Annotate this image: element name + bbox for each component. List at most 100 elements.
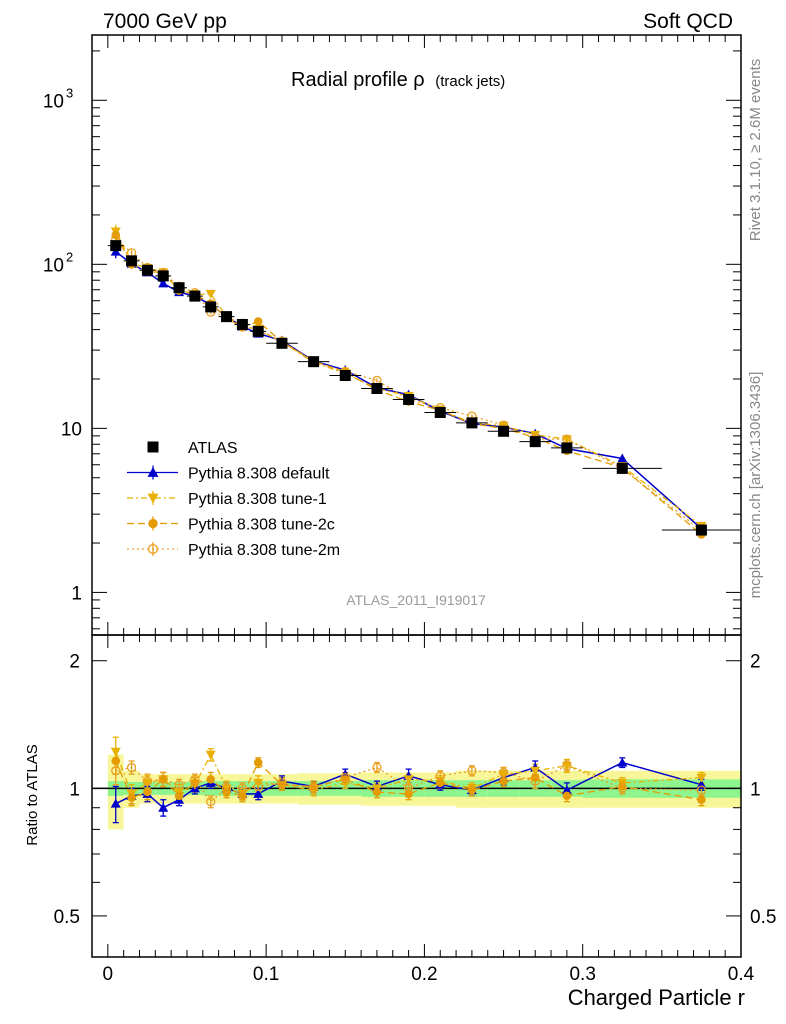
data-point-atlas (403, 393, 415, 405)
y-tick-label-main: 10 (43, 91, 64, 112)
legend-label: ATLAS (188, 440, 238, 457)
chart-title-sub: (track jets) (435, 73, 505, 90)
marker-ratio-pythia-8-308-tune-2m (530, 776, 540, 786)
data-point-atlas (252, 325, 264, 337)
marker-ratio-pythia-8-308-tune-2c (697, 795, 706, 804)
y-tick-label-main: 1 (71, 583, 82, 604)
data-point-atlas (141, 264, 153, 276)
ratio-uncertainty-bands (92, 754, 741, 830)
marker-ratio-pythia-8-308-default (110, 798, 121, 808)
marker-ratio-pythia-8-308-default (561, 785, 572, 795)
legend-label: Pythia 8.308 tune-1 (188, 491, 327, 508)
data-point-atlas (157, 270, 169, 282)
marker-ratio-pythia-8-308-tune-2m (617, 783, 627, 793)
marker-ratio-pythia-8-308-default (617, 757, 628, 767)
data-point-atlas (221, 311, 233, 323)
data-point-atlas (561, 442, 573, 454)
y-tick-label-ratio-right: 0.5 (750, 907, 776, 928)
marker-ratio-pythia-8-308-tune-2m (206, 797, 216, 807)
y-tick-label-ratio: 1 (69, 779, 80, 800)
marker-main-pythia-8-308-tune-1 (205, 289, 216, 299)
series-line-ratio-pythia-8-308-tune-2m (115, 765, 702, 803)
marker-ratio-pythia-8-308-tune-2m (435, 771, 445, 781)
marker-ratio-pythia-8-308-tune-2m (340, 772, 350, 783)
y-tick-label-ratio-right: 1 (750, 779, 761, 800)
y-tick-label-exponent: 3 (66, 85, 73, 100)
data-point-atlas (236, 318, 248, 330)
legend-marker (148, 518, 158, 529)
marker-ratio-pythia-8-308-tune-2c (143, 787, 152, 797)
marker-ratio-pythia-8-308-tune-1 (142, 778, 153, 788)
marker-ratio-pythia-8-308-tune-2m (174, 780, 184, 790)
legend-marker (147, 543, 159, 555)
header-energy: 7000 GeV pp (103, 10, 227, 33)
marker-ratio-pythia-8-308-tune-2c (158, 775, 168, 784)
data-point-atlas (126, 255, 138, 267)
marker-ratio-pythia-8-308-tune-2c (238, 791, 247, 801)
data-point-atlas (434, 406, 446, 418)
x-axis-label: Charged Particle r (568, 985, 745, 1010)
data-point-atlas (205, 301, 217, 313)
marker-ratio-pythia-8-308-tune-2m (237, 783, 248, 793)
data-point-atlas (308, 356, 320, 368)
marker-ratio-pythia-8-308-tune-2c (467, 785, 477, 795)
marker-ratio-pythia-8-308-tune-2c (562, 791, 572, 801)
marker-ratio-pythia-8-308-default (253, 788, 264, 798)
x-tick-label: 0 (103, 964, 114, 985)
marker-ratio-pythia-8-308-tune-1 (561, 761, 572, 771)
marker-ratio-pythia-8-308-tune-2m (158, 774, 168, 784)
rivet-label: Rivet 3.1.10, ≥ 2.6M events (747, 59, 764, 242)
y-axis-label-ratio: Ratio to ATLAS (24, 744, 41, 845)
marker-ratio-pythia-8-308-tune-2m (696, 785, 707, 795)
marker-main-pythia-8-308-default (617, 453, 628, 463)
legend-label: Pythia 8.308 tune-2c (188, 517, 335, 534)
marker-ratio-pythia-8-308-tune-2c (499, 776, 508, 786)
marker-ratio-pythia-8-308-tune-2m (111, 766, 121, 776)
data-point-atlas (498, 425, 510, 437)
x-tick-label: 0.1 (253, 964, 279, 985)
data-point-atlas (529, 436, 541, 448)
marker-ratio-pythia-8-308-tune-1 (498, 770, 509, 780)
y-tick-label-main: 10 (43, 255, 64, 276)
marker-ratio-pythia-8-308-tune-1 (253, 778, 264, 788)
x-tick-label: 0.3 (569, 964, 595, 985)
marker-ratio-pythia-8-308-tune-2c (253, 758, 263, 767)
header-process: Soft QCD (643, 10, 733, 33)
marker-ratio-pythia-8-308-tune-2m (308, 783, 319, 793)
marker-ratio-pythia-8-308-tune-2m (467, 766, 477, 776)
marker-main-pythia-8-308-default (158, 278, 169, 288)
marker-ratio-pythia-8-308-tune-2m (190, 774, 200, 784)
series-line-ratio-pythia-8-308-tune-1 (115, 751, 702, 795)
data-point-atlas (189, 290, 201, 302)
data-point-atlas (110, 240, 122, 252)
legend-marker (147, 441, 159, 453)
marker-ratio-pythia-8-308-tune-1 (403, 775, 414, 785)
marker-ratio-pythia-8-308-tune-2m (498, 767, 509, 778)
marker-ratio-pythia-8-308-tune-2c (206, 775, 215, 784)
series-line-main-pythia-8-308-tune-2m (115, 238, 702, 532)
marker-main-pythia-8-308-tune-1 (561, 435, 572, 445)
plot-frames (91, 34, 742, 958)
marker-ratio-pythia-8-308-tune-2m (372, 762, 382, 773)
data-point-atlas (339, 370, 351, 382)
y-tick-label-ratio: 2 (69, 652, 80, 673)
series-line-main-pythia-8-308-tune-2c (115, 234, 702, 535)
legend-marker (147, 493, 159, 504)
x-tick-label: 0.2 (411, 964, 437, 985)
y-tick-label-main: 10 (61, 419, 82, 440)
data-point-atlas (695, 524, 707, 536)
legend-label: Pythia 8.308 tune-2m (188, 542, 340, 559)
ratio-plot-frame (91, 634, 742, 958)
data-point-atlas (173, 282, 185, 294)
marker-main-pythia-8-308-tune-2c (253, 317, 263, 326)
chart-title: Radial profile ρ (track jets) (291, 69, 505, 91)
marker-ratio-pythia-8-308-tune-2m (253, 781, 263, 792)
marker-ratio-pythia-8-308-tune-1 (110, 747, 121, 757)
marker-ratio-pythia-8-308-tune-2c (127, 793, 136, 803)
marker-ratio-pythia-8-308-tune-2c (435, 778, 445, 788)
data-point-atlas (466, 417, 478, 429)
chart-title-main: Radial profile ρ (291, 69, 425, 91)
x-tick-label: 0.4 (728, 964, 755, 985)
marker-ratio-pythia-8-308-tune-2m (221, 783, 232, 793)
